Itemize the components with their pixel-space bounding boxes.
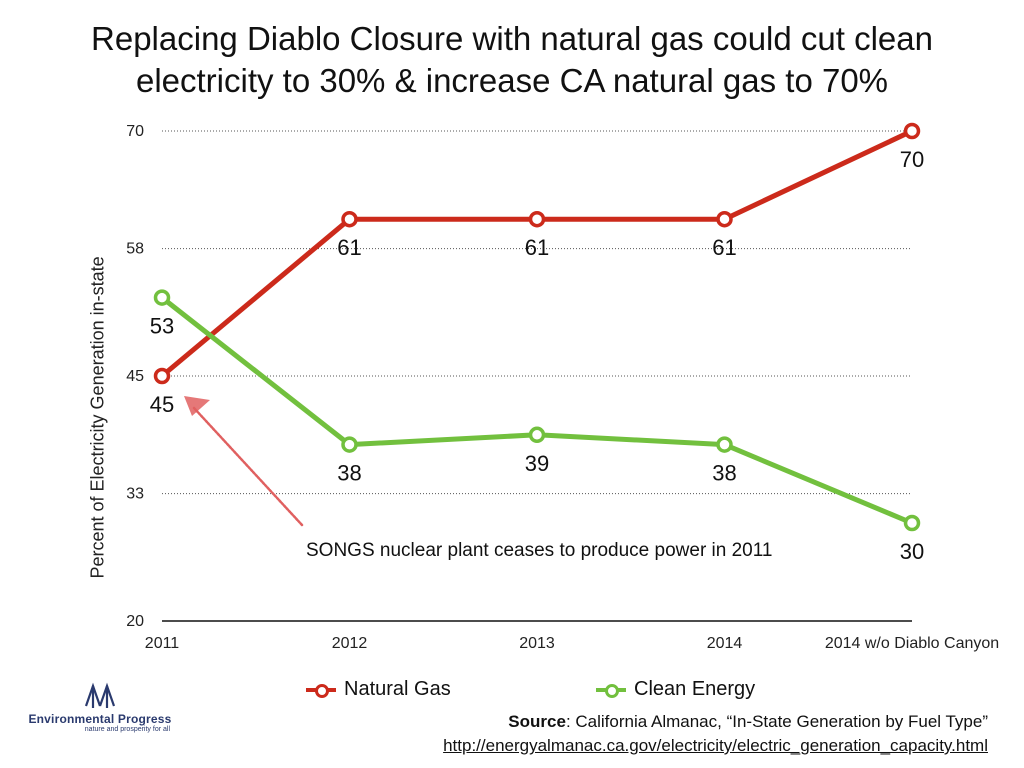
data-label: 61 (712, 235, 736, 260)
tree-logo-icon (84, 682, 116, 708)
data-point-natural-gas (716, 210, 733, 228)
title-line-2: electricity to 30% & increase CA natural… (135, 62, 889, 99)
y-tick-label: 70 (126, 123, 144, 140)
natural-gas-swatch-icon (306, 680, 336, 700)
data-label: 61 (525, 235, 549, 260)
annotation-arrow-head (184, 396, 210, 416)
chart-title: Replacing Diablo Closure with natural ga… (0, 18, 1024, 102)
x-tick-label: 2014 (707, 635, 743, 652)
data-label: 38 (712, 461, 736, 486)
data-point-clean-energy (716, 436, 733, 453)
title-line-1: Replacing Diablo Closure with natural ga… (91, 20, 933, 57)
data-point-natural-gas (153, 367, 171, 385)
environmental-progress-logo: Environmental Progress nature and prospe… (20, 682, 180, 733)
source-note: Source: California Almanac, “In-State Ge… (443, 710, 988, 758)
data-label: 30 (900, 539, 924, 564)
y-tick-label: 20 (126, 613, 144, 630)
data-label: 53 (150, 314, 174, 339)
source-label: Source (508, 712, 566, 731)
data-label: 45 (150, 392, 174, 417)
data-label: 39 (525, 451, 549, 476)
legend-label-clean-energy: Clean Energy (634, 678, 756, 700)
y-tick-label: 33 (126, 486, 144, 503)
y-axis-label: Percent of Electricity Generation in-sta… (87, 256, 108, 579)
series-line-clean-energy (159, 295, 915, 526)
data-label: 38 (337, 461, 361, 486)
logo-tagline: nature and prosperity for all (84, 726, 170, 733)
x-tick-label: 2014 w/o Diablo Canyon (825, 635, 999, 652)
source-text: : California Almanac, “In-State Generati… (565, 712, 988, 731)
data-point-clean-energy (153, 289, 171, 306)
logo-name: Environmental Progress (28, 712, 172, 726)
source-link[interactable]: http://energyalmanac.ca.gov/electricity/… (443, 736, 988, 755)
y-tick-label: 45 (126, 368, 144, 385)
legend-label-natural-gas: Natural Gas (344, 678, 451, 700)
data-label: 61 (337, 235, 361, 260)
data-point-natural-gas (528, 210, 546, 228)
data-point-clean-energy (341, 436, 358, 453)
x-tick-label: 2011 (145, 635, 180, 652)
y-tick-label: 58 (126, 241, 144, 258)
data-point-clean-energy (528, 426, 546, 444)
data-label: 70 (900, 147, 924, 172)
legend-item-natural-gas: Natural Gas (306, 678, 451, 701)
x-tick-label: 2013 (519, 635, 555, 652)
data-point-clean-energy (903, 514, 921, 532)
annotation-text: SONGS nuclear plant ceases to produce po… (306, 540, 772, 561)
x-tick-label: 2012 (332, 635, 368, 652)
annotation-arrow-line (192, 406, 304, 527)
clean-energy-swatch-icon (596, 680, 626, 700)
data-point-natural-gas (903, 122, 921, 140)
legend-item-clean-energy: Clean Energy (596, 678, 755, 701)
data-point-natural-gas (341, 210, 358, 228)
line-chart: 20 33 45 58 70 2011 2012 2013 2014 2014 w/o Diabl… (126, 122, 999, 652)
